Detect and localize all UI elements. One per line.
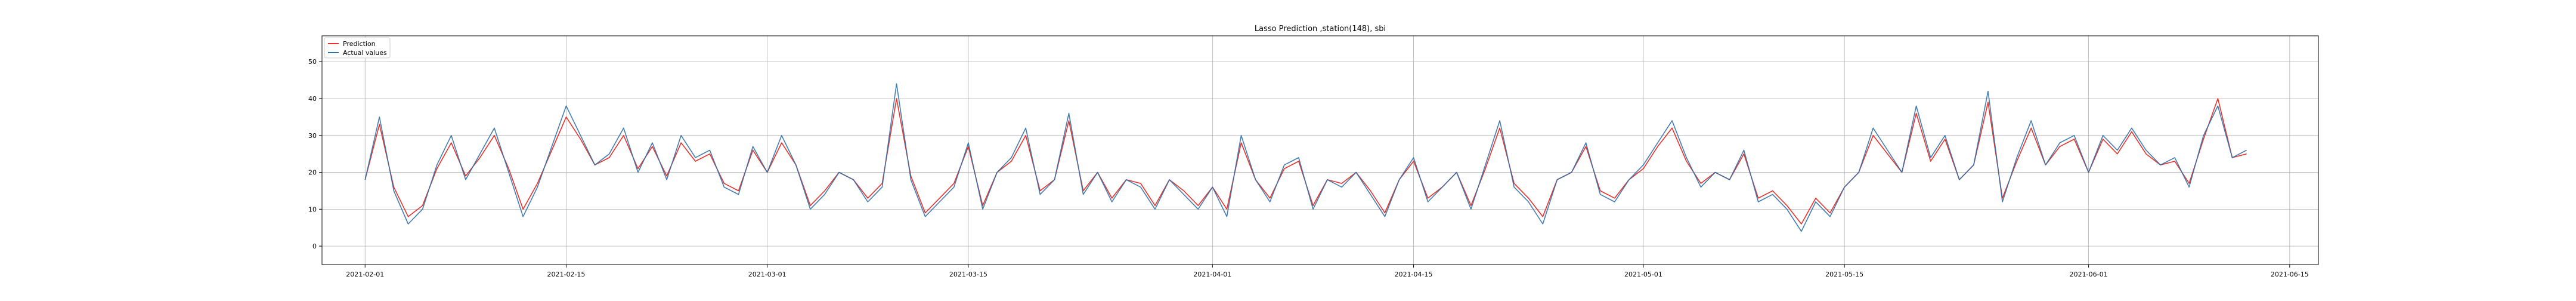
y-axis: 0 10 20 30 40 50: [308, 58, 322, 250]
plot-series: [364, 83, 2247, 232]
y-tick-label: 10: [308, 205, 317, 213]
x-tick-label: 2021-06-15: [2271, 271, 2309, 278]
grid: [322, 36, 2318, 265]
y-tick-label: 0: [312, 242, 317, 250]
x-tick-label: 2021-06-01: [2070, 271, 2108, 278]
x-tick-label: 2021-03-01: [748, 271, 787, 278]
x-tick-label: 2021-05-01: [1624, 271, 1662, 278]
y-tick-label: 50: [308, 58, 317, 66]
chart-title: Lasso Prediction ,station(148), sbi: [1255, 24, 1386, 33]
y-tick-label: 30: [308, 132, 317, 140]
x-tick-label: 2021-04-15: [1395, 271, 1433, 278]
x-tick-label: 2021-02-01: [346, 271, 384, 278]
x-axis: 2021-02-01 2021-02-15 2021-03-01 2021-03-15…: [346, 265, 2309, 278]
axes-frame: [321, 35, 2319, 265]
y-tick-label: 20: [308, 169, 317, 177]
x-tick-label: 2021-02-15: [547, 271, 585, 278]
legend: Prediction Actual values: [324, 37, 391, 59]
x-tick-label: 2021-04-01: [1193, 271, 1231, 278]
x-tick-label: 2021-05-15: [1825, 271, 1863, 278]
legend-label-prediction: Prediction: [343, 40, 376, 48]
legend-label-actual: Actual values: [343, 49, 387, 57]
series-line-actual-values: [364, 83, 2247, 232]
y-tick-label: 40: [308, 95, 317, 103]
x-tick-label: 2021-03-15: [949, 271, 987, 278]
series-line-prediction: [364, 98, 2247, 225]
legend-box: [324, 37, 391, 59]
